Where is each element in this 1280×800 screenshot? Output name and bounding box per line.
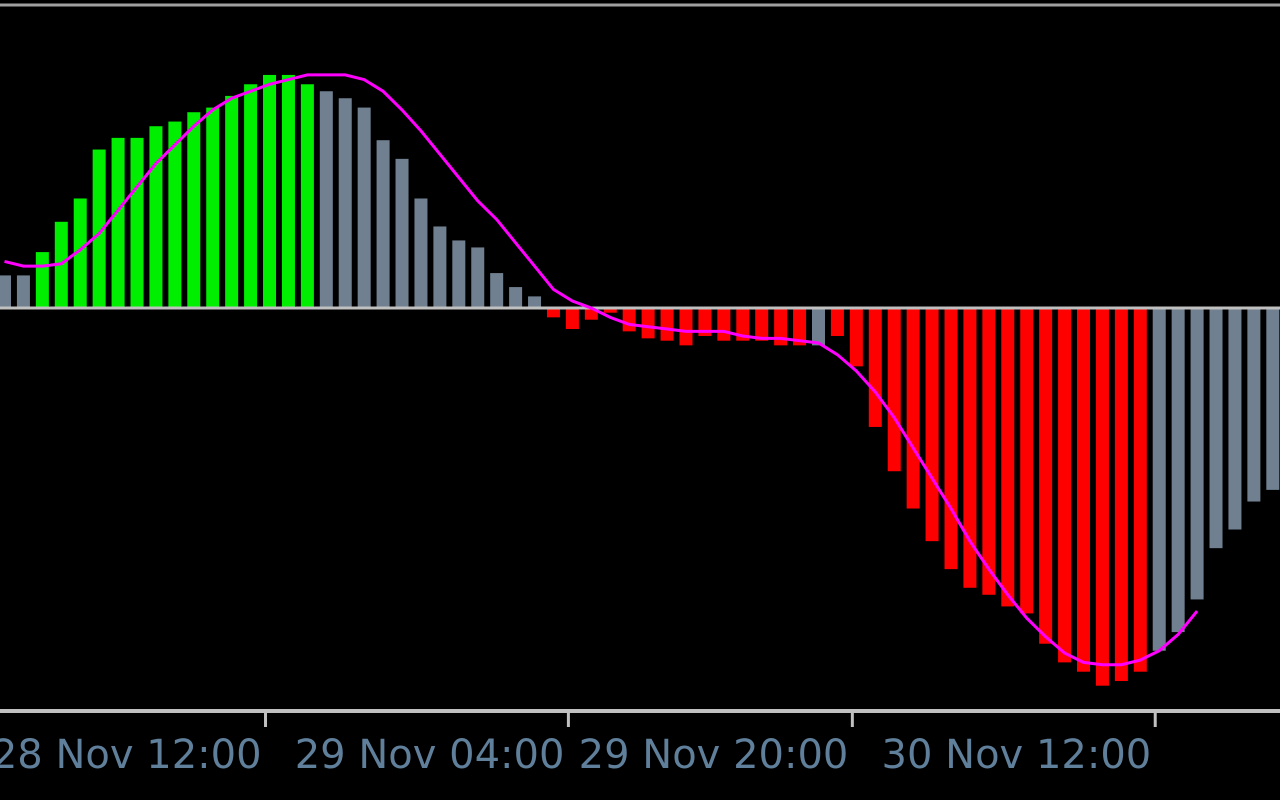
histogram-bar [73, 198, 87, 309]
histogram-bar [944, 308, 958, 570]
histogram-bar [92, 149, 106, 309]
histogram-bar [1020, 308, 1034, 614]
histogram-bar [1114, 308, 1128, 682]
histogram-bar [338, 98, 352, 309]
histogram-bar [736, 308, 750, 341]
histogram-bar [717, 308, 731, 341]
histogram-bar [603, 308, 617, 313]
histogram-bars [0, 74, 1280, 686]
histogram-bar [414, 198, 428, 309]
histogram-bar [963, 308, 977, 588]
histogram-bar [244, 84, 258, 309]
histogram-bar [149, 126, 163, 309]
histogram-bar [130, 137, 144, 309]
histogram-bar [16, 275, 30, 309]
histogram-bar [452, 240, 466, 309]
histogram-bar [1266, 308, 1280, 490]
histogram-bar [35, 252, 49, 309]
histogram-bar [281, 74, 295, 309]
histogram-bar [849, 308, 863, 367]
signal-line [4, 73, 1199, 667]
histogram-bar [528, 296, 542, 309]
histogram-bar [755, 308, 769, 341]
histogram-bar [1247, 308, 1261, 502]
histogram-bar [622, 308, 636, 332]
histogram-bar [0, 275, 11, 309]
histogram-bar [887, 308, 901, 472]
histogram-bar [263, 74, 277, 309]
histogram-bar [225, 95, 239, 309]
histogram-bar [357, 107, 371, 309]
histogram-bar [395, 158, 409, 309]
histogram-bar [1190, 308, 1204, 600]
histogram-bar [111, 137, 125, 309]
time-tick-label: 30 Nov 12:00 [882, 732, 1152, 778]
histogram-bar [1171, 308, 1185, 633]
histogram-bar [546, 308, 560, 318]
histogram-bar [319, 91, 333, 309]
histogram-bar [490, 273, 504, 309]
histogram-bar [584, 308, 598, 320]
histogram-bar [925, 308, 939, 542]
time-tick-label: 29 Nov 04:00 [295, 732, 565, 778]
histogram-bar [1039, 308, 1053, 644]
histogram-bar [1058, 308, 1072, 663]
time-axis-ticks: 28 Nov 12:00 29 Nov 04:00 29 Nov 20:00 30 N… [0, 711, 1157, 778]
histogram-bar [793, 308, 807, 346]
histogram-bar [679, 308, 693, 346]
histogram-bar [1152, 308, 1166, 651]
histogram-bar [982, 308, 996, 595]
histogram-bar [433, 226, 447, 309]
histogram-bar [206, 107, 220, 309]
time-tick-label: 28 Nov 12:00 [0, 732, 262, 778]
histogram-bar [1001, 308, 1015, 607]
histogram-bar [641, 308, 655, 339]
histogram-bar [868, 308, 882, 427]
histogram-bar [168, 121, 182, 309]
histogram-bar [471, 247, 485, 309]
histogram-bar [376, 140, 390, 309]
histogram-bar [565, 308, 579, 330]
histogram-bar [906, 308, 920, 509]
histogram-bar [774, 308, 788, 346]
histogram-bar [1095, 308, 1109, 686]
histogram-bar [1077, 308, 1091, 672]
histogram-bar [660, 308, 674, 341]
histogram-bar [187, 112, 201, 309]
histogram-bar [1209, 308, 1223, 549]
time-tick-label: 29 Nov 20:00 [579, 732, 849, 778]
histogram-bar [811, 308, 825, 346]
histogram-bar [830, 308, 844, 337]
histogram-bar [1133, 308, 1147, 672]
histogram-bar [698, 308, 712, 337]
histogram-bar [300, 84, 314, 309]
histogram-bar [509, 287, 523, 309]
histogram-bar [1228, 308, 1242, 530]
